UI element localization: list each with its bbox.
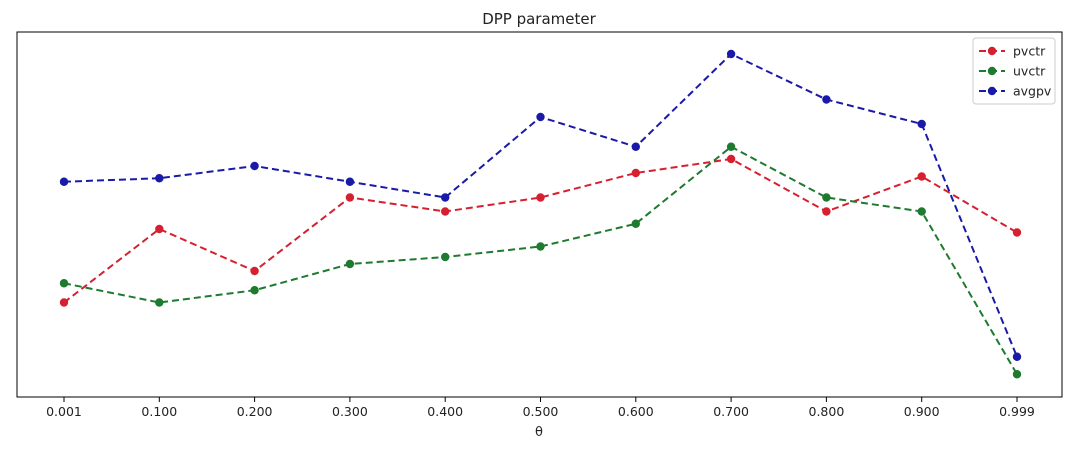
series-pvctr xyxy=(59,154,1022,307)
data-point-uvctr xyxy=(1012,370,1022,379)
data-point-avgpv xyxy=(726,49,736,59)
data-point-pvctr xyxy=(1012,228,1022,237)
data-point-pvctr xyxy=(441,207,450,216)
data-point-avgpv xyxy=(250,161,259,171)
legend-label: pvctr xyxy=(1013,44,1046,59)
legend-marker xyxy=(987,66,997,76)
x-axis-ticks: 0.001 0.100 0.200 0.300 0.400 0.500 0.600 0.700… xyxy=(46,397,1035,419)
data-point-uvctr xyxy=(441,252,450,262)
data-point-uvctr xyxy=(155,298,164,307)
x-tick-label: 0.100 xyxy=(141,404,177,419)
data-point-avgpv xyxy=(441,193,450,202)
x-tick-label: 0.400 xyxy=(427,404,463,419)
data-point-uvctr xyxy=(726,142,736,151)
data-point-pvctr xyxy=(155,224,164,234)
data-point-uvctr xyxy=(59,279,69,288)
series-line-pvctr xyxy=(63,157,1018,304)
x-axis-label: θ xyxy=(535,425,543,440)
data-point-pvctr xyxy=(536,193,545,202)
data-point-pvctr xyxy=(59,298,69,307)
series-line-uvctr xyxy=(63,145,1018,375)
data-point-avgpv xyxy=(822,95,831,104)
legend: pvctr uvctr avgpv xyxy=(972,37,1056,105)
x-tick-label: 0.300 xyxy=(332,404,368,419)
series-uvctr xyxy=(59,142,1022,379)
data-point-avgpv xyxy=(536,112,545,122)
series-avgpv xyxy=(59,49,1022,361)
x-tick-label: 0.900 xyxy=(904,404,940,419)
data-point-uvctr xyxy=(345,259,355,269)
legend-marker xyxy=(987,46,997,56)
legend-label: uvctr xyxy=(1013,64,1046,79)
data-point-pvctr xyxy=(822,207,831,216)
data-point-pvctr xyxy=(345,193,355,202)
legend-item-pvctr: pvctr xyxy=(979,44,1046,59)
data-point-uvctr xyxy=(917,207,926,216)
data-point-uvctr xyxy=(536,242,545,251)
x-tick-label: 0.600 xyxy=(618,404,654,419)
data-point-uvctr xyxy=(822,193,831,202)
data-point-avgpv xyxy=(1012,352,1022,361)
data-point-avgpv xyxy=(631,142,640,151)
data-point-pvctr xyxy=(917,172,926,181)
data-point-avgpv xyxy=(59,177,69,186)
x-tick-label: 0.500 xyxy=(523,404,559,419)
legend-marker xyxy=(987,86,997,96)
data-point-pvctr xyxy=(250,266,259,276)
data-point-avgpv xyxy=(345,177,355,186)
chart-title: DPP parameter xyxy=(482,10,596,28)
series-layer xyxy=(59,49,1022,379)
data-point-avgpv xyxy=(917,119,926,129)
legend-label: avgpv xyxy=(1013,84,1052,99)
data-point-pvctr xyxy=(631,168,640,178)
x-tick-label: 0.001 xyxy=(46,404,82,419)
x-tick-label: 0.999 xyxy=(999,404,1035,419)
plot-frame xyxy=(16,31,1063,398)
data-point-avgpv xyxy=(155,174,164,183)
legend-item-uvctr: uvctr xyxy=(979,64,1046,79)
x-tick-label: 0.700 xyxy=(713,404,749,419)
data-point-uvctr xyxy=(631,219,640,228)
data-point-pvctr xyxy=(726,154,736,164)
legend-item-avgpv: avgpv xyxy=(979,84,1052,99)
x-tick-label: 0.800 xyxy=(809,404,845,419)
data-point-uvctr xyxy=(250,286,259,295)
x-tick-label: 0.200 xyxy=(237,404,273,419)
